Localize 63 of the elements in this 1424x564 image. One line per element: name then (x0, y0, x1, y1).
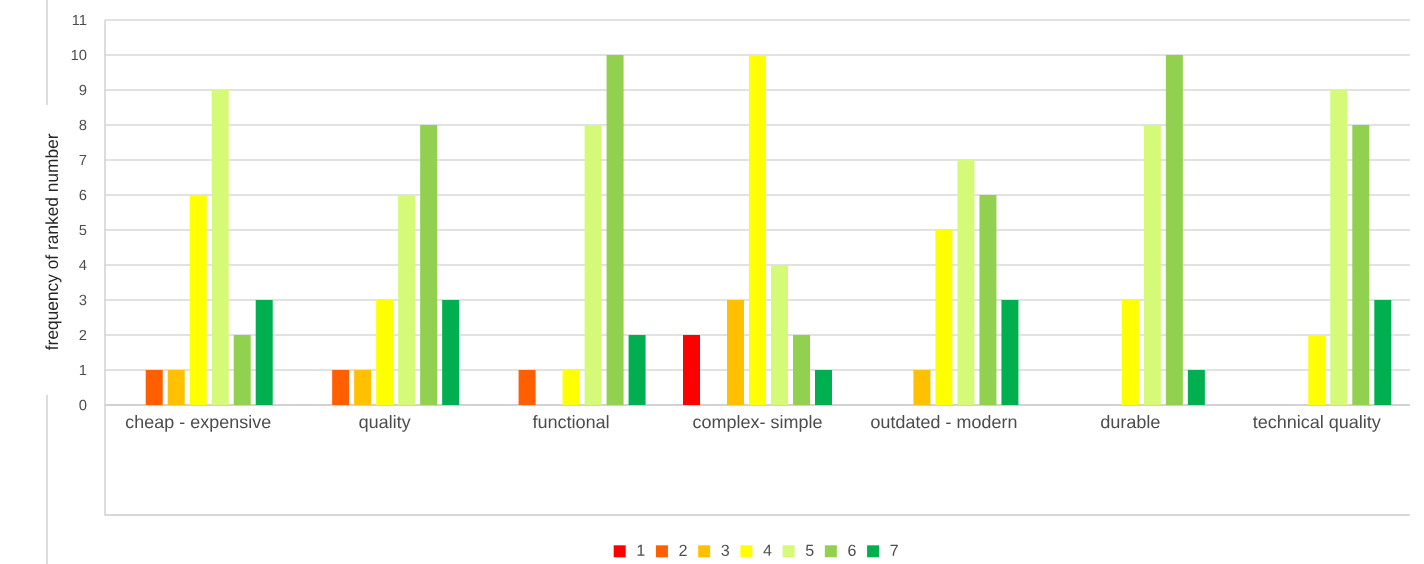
bar (683, 335, 701, 405)
bar (211, 90, 229, 405)
bar (913, 370, 931, 405)
bar (1308, 335, 1326, 405)
y-axis-title: frequency of ranked number (45, 133, 62, 350)
bar (935, 230, 953, 405)
bar (1187, 370, 1205, 405)
y-tick-label: 1 (79, 364, 87, 376)
bar (727, 300, 744, 405)
y-tick-label: 10 (71, 49, 87, 61)
bar (398, 195, 416, 405)
bar (376, 300, 394, 405)
y-tick-label: 11 (72, 14, 87, 26)
bar (979, 195, 997, 405)
x-tick-label: durable (1101, 415, 1160, 429)
bar (606, 55, 624, 405)
bar (167, 370, 185, 405)
x-tick-label: cheap - expensive (125, 415, 271, 432)
bar (233, 335, 251, 405)
bar (562, 370, 580, 405)
y-tick-label: 8 (79, 119, 87, 131)
legend-label: 6 (848, 544, 856, 557)
bar (749, 55, 767, 405)
x-tick-label: complex- simple (693, 415, 822, 432)
bar (518, 370, 536, 405)
bar (793, 335, 811, 405)
y-tick-label: 2 (79, 329, 87, 341)
legend-label: 3 (721, 544, 730, 557)
bar (815, 370, 833, 405)
bar (584, 125, 602, 405)
x-tick-label: technical quality (1253, 415, 1381, 432)
bar (1165, 55, 1183, 405)
bar (145, 370, 163, 405)
y-tick-label: 0 (79, 399, 87, 411)
bar (1352, 125, 1370, 405)
bar (771, 265, 789, 405)
x-tick-label: functional (532, 415, 609, 429)
y-tick-label: 4 (79, 259, 87, 271)
bar (1121, 300, 1139, 405)
bar (420, 125, 438, 405)
bar (255, 300, 273, 405)
y-tick-label: 6 (79, 189, 87, 201)
bar (1374, 300, 1392, 405)
legend-label: 7 (890, 544, 898, 556)
y-tick-label: 7 (79, 154, 87, 166)
y-tick-label: 9 (79, 84, 87, 96)
bar (957, 160, 975, 405)
bar (628, 335, 646, 405)
legend-label: 2 (679, 544, 687, 556)
bar (1001, 300, 1019, 405)
bar (1330, 90, 1348, 405)
x-tick-label: outdated - modern (871, 415, 1017, 429)
y-tick-label: 5 (79, 224, 87, 236)
bar (354, 370, 372, 405)
legend-label: 4 (763, 544, 772, 556)
bar (1143, 125, 1161, 405)
bar (442, 300, 460, 405)
y-tick-label: 3 (79, 294, 87, 306)
bar (332, 370, 350, 405)
bar (189, 195, 207, 405)
x-tick-label: quality (359, 415, 411, 432)
legend-label: 5 (805, 544, 814, 556)
legend-label: 1 (637, 544, 645, 556)
